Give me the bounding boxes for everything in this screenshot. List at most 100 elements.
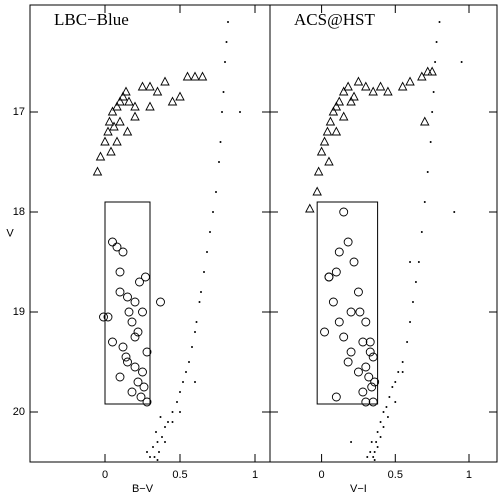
- circle-point: [108, 237, 117, 247]
- y-tick-label: 20: [13, 406, 25, 418]
- triangle-point: [346, 96, 356, 106]
- triangle-point: [115, 116, 125, 126]
- circle-point: [346, 307, 356, 317]
- circle-point: [339, 207, 349, 217]
- plot-frame: [269, 4, 498, 463]
- dot-point: [391, 386, 394, 388]
- circle-point: [123, 357, 132, 367]
- dot-point: [176, 401, 178, 403]
- triangle-point: [405, 76, 415, 86]
- triangle-point: [368, 86, 378, 96]
- x-tick-label: 0: [102, 469, 108, 481]
- triangle-point: [124, 96, 134, 106]
- dot-point: [149, 456, 151, 458]
- dot-point: [171, 421, 174, 423]
- circle-point: [115, 287, 125, 297]
- circle-point: [103, 312, 113, 322]
- circle-point: [142, 397, 152, 407]
- dot-point: [350, 441, 353, 443]
- dot-point: [195, 321, 198, 323]
- dot-point: [434, 61, 437, 63]
- dot-point: [219, 141, 222, 143]
- circle-point: [115, 372, 125, 382]
- dot-point: [209, 231, 211, 233]
- circle-point: [349, 257, 359, 267]
- dot-point: [388, 396, 391, 398]
- dot-point: [376, 446, 379, 448]
- circle-point: [346, 347, 356, 357]
- circle-point: [142, 347, 152, 357]
- triangle-point: [319, 136, 330, 146]
- circle-point: [138, 307, 147, 317]
- triangle-point: [353, 76, 364, 86]
- triangle-point: [349, 91, 359, 101]
- panel-title: ACS@HST: [294, 10, 375, 29]
- dot-point: [401, 371, 404, 373]
- dot-point: [188, 361, 190, 363]
- triangle-point: [417, 71, 427, 81]
- circle-point: [361, 317, 371, 327]
- dot-point: [198, 301, 201, 303]
- dot-point: [431, 111, 434, 113]
- circle-point: [358, 387, 368, 397]
- triangle-point: [190, 71, 200, 81]
- dot-point: [152, 446, 154, 448]
- circle-point: [353, 287, 363, 297]
- circle-point: [343, 357, 353, 367]
- dot-point: [411, 301, 414, 303]
- circle-point: [115, 267, 125, 277]
- circle-point: [130, 297, 140, 307]
- dot-point: [420, 231, 423, 233]
- circle-point: [127, 387, 137, 397]
- triangle-point: [100, 136, 110, 146]
- triangle-point: [145, 101, 155, 111]
- dot-point: [222, 91, 225, 93]
- dot-point: [366, 456, 369, 458]
- dot-point: [394, 381, 397, 383]
- dot-point: [423, 201, 426, 203]
- triangle-point: [316, 146, 327, 156]
- circle-point: [135, 277, 144, 287]
- circle-point: [139, 382, 149, 392]
- dot-point: [379, 436, 382, 438]
- circle-point: [334, 317, 344, 327]
- triangle-point: [331, 126, 342, 136]
- dot-point: [182, 381, 184, 383]
- triangle-point: [103, 126, 113, 136]
- dot-point: [164, 426, 166, 428]
- dot-point: [426, 171, 429, 173]
- dot-point: [191, 346, 193, 348]
- dot-point: [218, 161, 220, 163]
- triangle-point: [115, 96, 125, 106]
- triangle-point: [338, 86, 349, 96]
- circle-point: [320, 327, 329, 337]
- selection-box: [316, 201, 379, 405]
- triangle-point: [106, 146, 116, 156]
- triangle-point: [334, 96, 345, 106]
- dot-point: [227, 21, 229, 23]
- triangle-point: [92, 166, 103, 176]
- dot-point: [453, 211, 456, 213]
- circle-point: [331, 267, 341, 277]
- dot-point: [373, 451, 376, 453]
- triangle-point: [109, 121, 119, 131]
- circle-point: [127, 317, 137, 327]
- selection-box: [104, 201, 151, 405]
- circle-point: [368, 352, 378, 362]
- x-axis-label: V−I: [350, 483, 367, 495]
- dot-point: [225, 41, 228, 43]
- triangle-point: [107, 106, 118, 116]
- dot-point: [397, 371, 400, 373]
- triangle-point: [167, 96, 178, 106]
- circle-point: [365, 347, 375, 357]
- circle-point: [361, 362, 371, 372]
- dot-point: [215, 191, 217, 193]
- dot-point: [409, 321, 412, 323]
- x-tick-label: 0: [319, 469, 325, 481]
- triangle-point: [130, 101, 140, 111]
- triangle-point: [325, 116, 336, 126]
- circle-point: [136, 392, 146, 402]
- triangle-point: [137, 81, 148, 91]
- dot-point: [194, 381, 196, 383]
- circle-point: [358, 337, 368, 347]
